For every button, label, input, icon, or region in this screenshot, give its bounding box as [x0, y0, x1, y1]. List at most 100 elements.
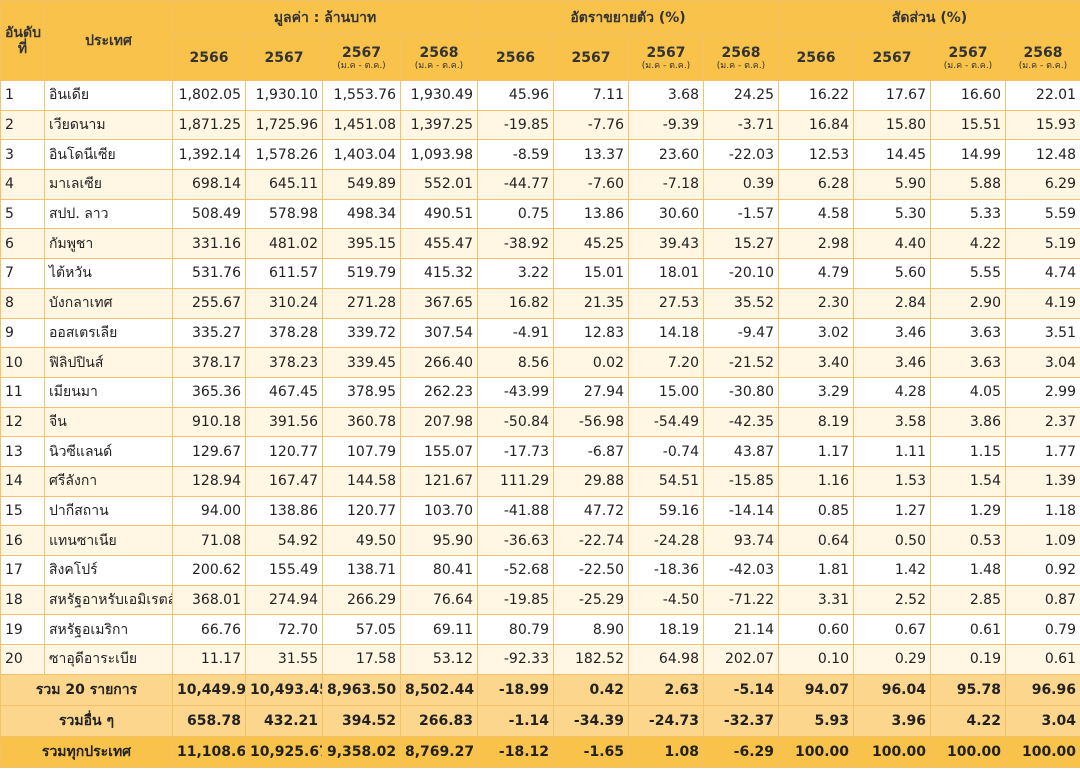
- cell: 3.31: [778, 584, 854, 616]
- cell: 22.01: [1005, 80, 1080, 111]
- year-note: (ม.ค - ต.ค.): [716, 60, 766, 71]
- cell: 72.70: [245, 614, 323, 646]
- cell: 1.54: [930, 465, 1006, 497]
- cell: 69.11: [400, 614, 478, 646]
- cell: 100.00: [1005, 735, 1080, 768]
- cell: 391.56: [245, 406, 323, 438]
- total-label: รวม 20 รายการ: [0, 673, 173, 706]
- cell: 1.81: [778, 555, 854, 586]
- cell: 2.90: [930, 287, 1006, 319]
- year: 2568: [419, 44, 459, 61]
- column-header: 2567: [245, 34, 323, 81]
- cell: -30.80: [703, 376, 779, 408]
- cell: -38.92: [477, 228, 554, 260]
- cell: 0.50: [853, 525, 931, 556]
- cell: 120.77: [245, 436, 323, 467]
- cell: 498.34: [322, 198, 401, 230]
- cell: 5.55: [930, 258, 1006, 289]
- column-header: 2567 (ม.ค - ต.ค.): [628, 34, 704, 81]
- cell: -6.29: [703, 735, 779, 768]
- cell: 8,502.44: [400, 673, 478, 706]
- cell: 14.99: [930, 139, 1006, 171]
- cell: 5.59: [1005, 198, 1080, 230]
- cell: 1,871.25: [172, 109, 246, 141]
- cell: 2.85: [930, 584, 1006, 616]
- cell: 31.55: [245, 644, 323, 675]
- cell: -7.60: [553, 169, 629, 200]
- cell: 1,725.96: [245, 109, 323, 141]
- country: สหรัฐอเมริกา: [44, 614, 173, 646]
- cell: 8.56: [477, 347, 554, 378]
- table-row: 4 มาเลเซีย 698.14 645.11 549.89 552.01 -44.77-…: [0, 169, 1080, 200]
- column-header: 2568 (ม.ค - ต.ค.): [400, 34, 478, 81]
- rank: 15: [0, 495, 45, 527]
- rank: 9: [0, 317, 45, 349]
- cell: 0.79: [1005, 614, 1080, 646]
- rank: 17: [0, 555, 45, 586]
- cell: 266.83: [400, 704, 478, 737]
- year: 2566: [496, 49, 535, 66]
- cell: 103.70: [400, 495, 478, 527]
- table-row: 19 สหรัฐอเมริกา 66.76 72.70 57.05 69.11 80.79 8…: [0, 614, 1080, 646]
- cell: 1.11: [853, 436, 931, 467]
- cell: 415.32: [400, 258, 478, 289]
- country: อินโดนีเซีย: [44, 139, 173, 171]
- cell: -22.03: [703, 139, 779, 171]
- cell: -43.99: [477, 376, 554, 408]
- cell: 2.52: [853, 584, 931, 616]
- column-header: 2566: [477, 34, 554, 81]
- cell: 2.84: [853, 287, 931, 319]
- cell: 262.23: [400, 376, 478, 408]
- rank: 3: [0, 139, 45, 171]
- cell: 0.61: [1005, 644, 1080, 675]
- cell: 4.74: [1005, 258, 1080, 289]
- cell: 378.17: [172, 347, 246, 378]
- cell: 467.45: [245, 376, 323, 408]
- cell: 182.52: [553, 644, 629, 675]
- cell: 255.67: [172, 287, 246, 319]
- cell: 4.05: [930, 376, 1006, 408]
- table-row: 10 ฟิลิปปินส์ 378.17 378.23 339.45 266.40 8.56…: [0, 347, 1080, 378]
- cell: 7.11: [553, 80, 629, 111]
- cell: -21.52: [703, 347, 779, 378]
- cell: 339.45: [322, 347, 401, 378]
- table-row: 15 ปากีสถาน 94.00 138.86 120.77 103.70 -41.88 4…: [0, 495, 1080, 527]
- cell: 95.78: [930, 673, 1006, 706]
- cell: 307.54: [400, 317, 478, 349]
- country: สหรัฐอาหรับเอมิเรตส์: [44, 584, 173, 616]
- cell: 107.79: [322, 436, 401, 467]
- cell: 378.28: [245, 317, 323, 349]
- table-row: 9 ออสเตรเลีย 335.27 378.28 339.72 307.54 -4.91…: [0, 317, 1080, 349]
- cell: 39.43: [628, 228, 704, 260]
- cell: 1.53: [853, 465, 931, 497]
- rank: 13: [0, 436, 45, 467]
- cell: 1.48: [930, 555, 1006, 586]
- cell: 1.08: [628, 735, 704, 768]
- column-header: 2566: [172, 34, 246, 81]
- cell: 4.79: [778, 258, 854, 289]
- cell: 202.07: [703, 644, 779, 675]
- cell: 96.96: [1005, 673, 1080, 706]
- year-note: (ม.ค - ต.ค.): [414, 60, 464, 71]
- cell: 1.27: [853, 495, 931, 527]
- column-header: 2566: [778, 34, 854, 81]
- cell: -1.14: [477, 704, 554, 737]
- year-note: (ม.ค - ต.ค.): [1018, 60, 1068, 71]
- rank: 2: [0, 109, 45, 141]
- cell: 552.01: [400, 169, 478, 200]
- cell: 8.90: [553, 614, 629, 646]
- country: แทนซาเนีย: [44, 525, 173, 556]
- country: ฟิลิปปินส์: [44, 347, 173, 378]
- rank: 14: [0, 465, 45, 497]
- cell: 3.96: [853, 704, 931, 737]
- rank: 10: [0, 347, 45, 378]
- cell: 8,963.50: [322, 673, 401, 706]
- cell: 0.02: [553, 347, 629, 378]
- cell: 155.07: [400, 436, 478, 467]
- cell: 144.58: [322, 465, 401, 497]
- cell: 266.40: [400, 347, 478, 378]
- cell: 29.88: [553, 465, 629, 497]
- cell: 0.42: [553, 673, 629, 706]
- cell: 15.80: [853, 109, 931, 141]
